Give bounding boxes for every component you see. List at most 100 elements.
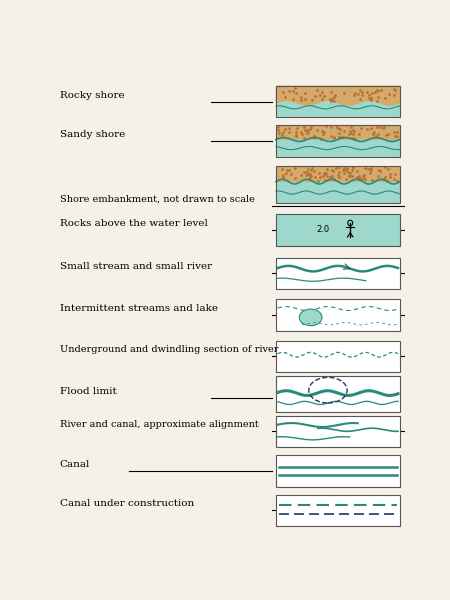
Point [328, 166, 336, 175]
Point [328, 95, 336, 104]
Point [313, 125, 320, 134]
Point [366, 90, 373, 100]
Point [327, 94, 334, 104]
Point [319, 127, 326, 136]
Point [324, 164, 331, 174]
Point [289, 94, 297, 104]
Point [306, 170, 314, 180]
Point [306, 124, 314, 134]
Bar [276, 214, 400, 246]
Text: Intermittent streams and lake: Intermittent streams and lake [60, 304, 218, 313]
Bar [276, 166, 400, 203]
Bar [276, 494, 400, 526]
Point [274, 125, 282, 135]
Point [355, 89, 362, 99]
Point [333, 163, 340, 173]
Point [305, 127, 312, 137]
Point [391, 91, 398, 100]
Point [318, 134, 325, 143]
Point [335, 123, 342, 133]
Point [279, 127, 287, 137]
Point [327, 122, 334, 131]
Point [330, 132, 338, 142]
Bar [276, 214, 400, 246]
Point [293, 123, 301, 133]
Point [290, 86, 297, 95]
Point [368, 163, 375, 172]
Bar [276, 166, 400, 182]
Point [359, 171, 366, 181]
Point [298, 130, 306, 139]
Point [349, 163, 356, 172]
Point [368, 123, 375, 133]
Point [358, 90, 365, 100]
Point [392, 131, 399, 141]
Point [375, 166, 382, 175]
Bar [276, 376, 400, 412]
Point [321, 168, 328, 178]
Point [346, 168, 353, 178]
Point [367, 166, 374, 175]
Point [334, 122, 341, 131]
Point [323, 122, 330, 131]
Point [335, 163, 342, 172]
Point [374, 130, 381, 139]
Point [360, 171, 368, 181]
Point [328, 131, 335, 141]
Text: Underground and dwindling section of river: Underground and dwindling section of riv… [60, 346, 278, 355]
Point [282, 92, 289, 101]
Point [305, 169, 312, 179]
Point [336, 167, 343, 176]
Point [359, 175, 366, 184]
Point [304, 125, 311, 135]
Point [379, 124, 386, 133]
Bar [276, 416, 400, 447]
Bar [276, 299, 400, 331]
Bar [276, 416, 400, 447]
Point [356, 171, 363, 181]
Point [275, 128, 283, 138]
Point [370, 127, 377, 136]
Point [315, 169, 323, 178]
Bar [276, 376, 400, 412]
Point [355, 173, 362, 182]
Point [297, 95, 304, 104]
Point [391, 84, 398, 94]
Point [357, 173, 364, 183]
Point [286, 166, 293, 175]
Point [306, 174, 313, 184]
Point [330, 174, 338, 184]
Point [351, 134, 358, 143]
Bar [276, 455, 400, 487]
Point [297, 170, 305, 179]
Text: River and canal, approximate alignment: River and canal, approximate alignment [60, 421, 258, 430]
Point [390, 175, 397, 184]
Bar [276, 455, 400, 487]
Point [331, 90, 338, 100]
Point [279, 173, 286, 182]
Point [314, 176, 321, 185]
Point [356, 95, 364, 104]
Bar [276, 494, 400, 526]
Point [286, 127, 293, 137]
Point [392, 85, 399, 95]
Point [300, 122, 307, 132]
Point [334, 170, 342, 179]
Point [364, 87, 371, 97]
Bar [276, 341, 400, 372]
Point [351, 88, 359, 98]
Text: Sandy shore: Sandy shore [60, 130, 125, 139]
Point [340, 165, 347, 175]
Point [279, 164, 286, 173]
Point [302, 170, 310, 179]
Point [384, 164, 391, 174]
Point [305, 169, 312, 179]
Point [322, 168, 329, 178]
Point [351, 127, 358, 136]
Point [340, 163, 347, 173]
Point [347, 171, 355, 181]
Point [321, 127, 328, 137]
Point [346, 172, 353, 181]
Point [391, 127, 398, 137]
Point [342, 174, 349, 184]
